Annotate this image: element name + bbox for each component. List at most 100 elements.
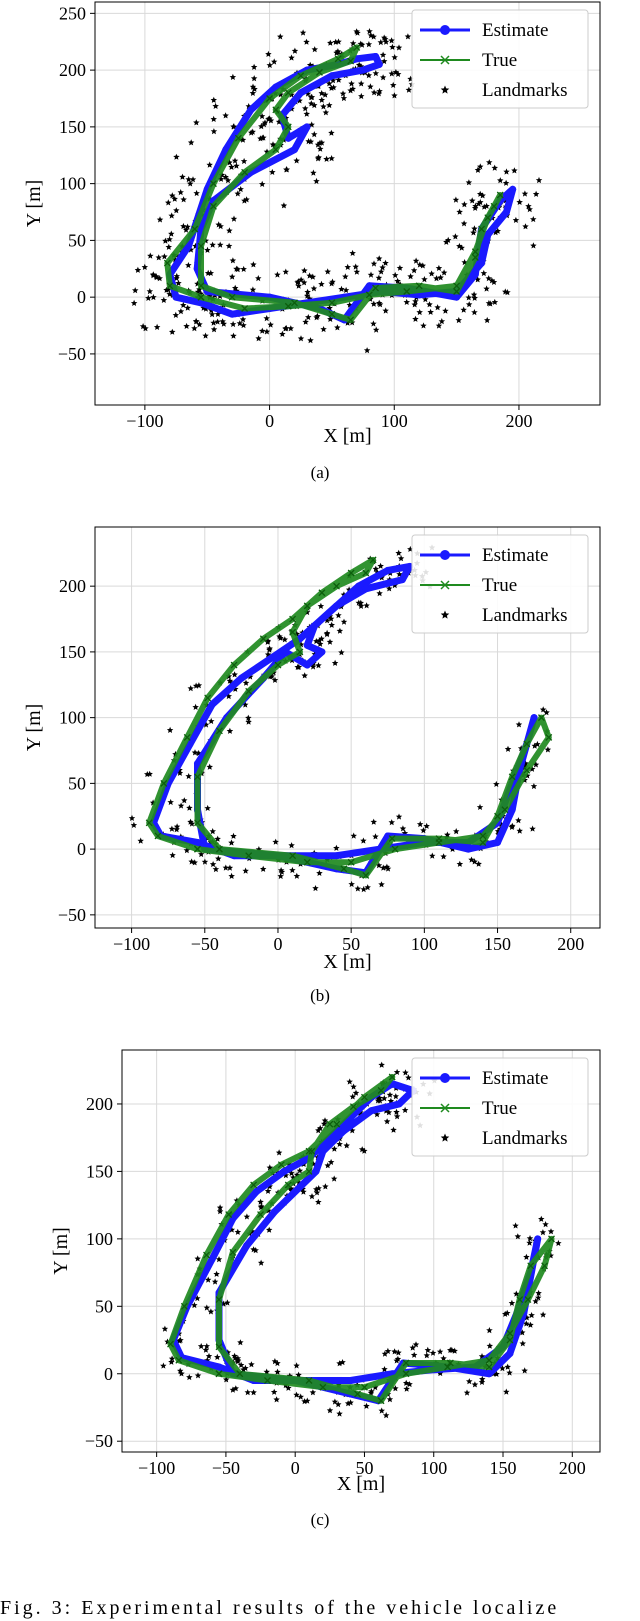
true-point [289,852,297,860]
landmark-point [324,268,331,275]
landmark-point [150,293,157,301]
landmark-point [295,663,303,670]
true-point [545,733,553,741]
estimate-point [325,608,333,616]
true-point [388,835,396,843]
landmark-point [466,1378,473,1385]
landmark-point [305,314,312,321]
landmark-point [276,633,283,640]
landmark-point [348,880,355,888]
landmark-point [372,833,379,840]
landmark-point [407,545,414,552]
landmark-point [475,860,482,867]
landmark-point [461,201,468,208]
landmark-point [456,860,464,867]
landmark-point [479,1375,486,1382]
landmark-point [203,1304,211,1311]
landmark-point [236,320,244,327]
landmark-point [338,285,345,292]
landmark-point [282,1172,290,1179]
y-tick-label: 150 [86,1161,113,1181]
landmark-point [300,279,308,286]
landmark-point [525,203,532,210]
estimate-point [228,310,236,318]
landmark-point [310,169,317,176]
landmark-point [178,1370,185,1377]
landmark-point [372,326,380,333]
landmark-point [230,332,237,339]
landmark-point [288,1169,295,1177]
x-tick-label: 100 [420,1458,447,1478]
landmark-point [346,1078,353,1085]
landmark-point [358,92,365,100]
landmark-point [302,105,309,112]
landmark-point [343,1142,350,1149]
landmark-point [155,254,162,261]
landmark-point [210,115,217,122]
landmark-point [376,590,383,597]
landmark-point [357,599,364,606]
true-point [484,214,492,222]
estimate-point [508,806,516,814]
chart-panel: −100 −50 0 50 100 150 200 −50 0 50 100 150 200 X [m] Y… [50,1049,601,1529]
landmark-point [352,263,359,270]
estimate-point [464,845,472,853]
landmark-point [213,1270,220,1277]
landmark-point [342,286,350,293]
x-tick-label: −100 [126,411,163,431]
true-point [347,57,355,65]
landmark-point [230,832,237,839]
landmark-point [392,68,400,75]
landmark-point [271,1358,279,1365]
y-tick-label: 250 [59,3,86,23]
landmark-point [219,318,226,325]
landmark-point [218,171,226,178]
landmark-point [544,746,552,753]
true-point [296,648,304,656]
landmark-point [471,309,478,316]
landmark-point [177,189,184,196]
landmark-point [321,1117,329,1124]
landmark-point [331,1175,338,1182]
plot-area [160,1061,562,1419]
estimate-point [506,1350,514,1358]
landmark-point [168,825,176,832]
landmark-point [191,859,198,866]
landmark-point [168,1355,176,1362]
estimate-point [281,648,289,656]
landmark-point [214,310,222,317]
y-axis-label: Y [m] [23,704,45,752]
landmark-point [207,1308,215,1315]
landmark-point [186,804,193,811]
legend-label: Estimate [482,1068,548,1089]
landmark-point [294,279,301,286]
landmark-point [211,1278,219,1285]
landmark-point [528,1312,535,1319]
landmark-point [370,818,377,825]
landmark-point [145,294,152,301]
landmark-point [407,273,414,280]
landmark-point [273,1396,280,1403]
landmark-point [306,272,313,279]
landmark-point [192,682,200,689]
landmark-point [535,1289,542,1296]
true-point [537,714,545,722]
legend-label: Landmarks [482,80,567,101]
y-tick-label: 150 [59,642,86,662]
estimate-point [398,576,406,584]
landmark-point [472,202,479,209]
landmark-point [187,818,194,825]
true-point [209,180,217,188]
landmark-point [264,1187,272,1194]
landmark-point [194,1255,201,1262]
true-point [305,1147,313,1155]
true-point [257,1211,265,1219]
landmark-point [187,246,195,253]
landmark-point [461,259,468,266]
landmark-point [486,1342,493,1349]
landmark-point [196,286,203,293]
landmark-point [250,1389,257,1396]
landmark-point [395,813,403,820]
landmark-point [293,1362,300,1369]
landmark-point [282,325,289,332]
